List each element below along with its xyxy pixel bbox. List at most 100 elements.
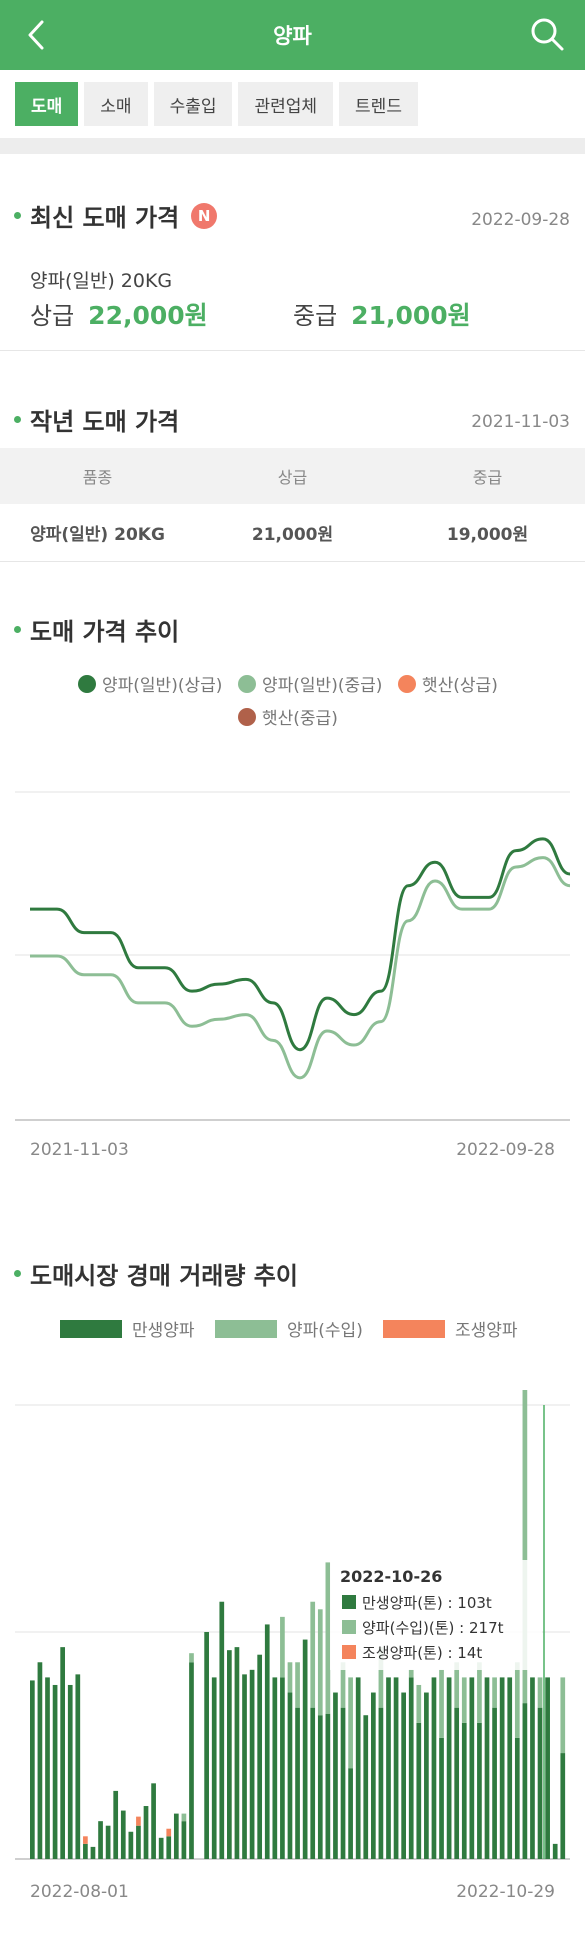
bar-segment[interactable]: [287, 1692, 293, 1859]
legend-item[interactable]: 조생양파: [383, 1316, 518, 1341]
bar-segment[interactable]: [537, 1707, 543, 1859]
bar-segment[interactable]: [257, 1654, 263, 1859]
bar-segment[interactable]: [545, 1677, 550, 1859]
bar-segment[interactable]: [378, 1707, 384, 1859]
bar-segment[interactable]: [537, 1677, 543, 1708]
legend-item[interactable]: 만생양파: [60, 1316, 195, 1341]
bar-segment[interactable]: [514, 1737, 520, 1859]
bar-segment[interactable]: [136, 1816, 141, 1826]
bar-segment[interactable]: [386, 1677, 391, 1859]
bar-segment[interactable]: [408, 1669, 414, 1678]
bar-segment[interactable]: [317, 1715, 323, 1859]
bar-segment[interactable]: [83, 1836, 88, 1844]
bar-segment[interactable]: [348, 1768, 353, 1859]
bar-segment[interactable]: [492, 1677, 497, 1708]
bar-segment[interactable]: [98, 1821, 103, 1859]
bar-segment[interactable]: [325, 1562, 331, 1714]
bar-segment[interactable]: [219, 1601, 225, 1859]
bar-segment[interactable]: [310, 1601, 316, 1708]
bar-segment[interactable]: [280, 1677, 285, 1859]
bar-segment[interactable]: [393, 1677, 399, 1859]
bar-segment[interactable]: [287, 1662, 293, 1693]
bar-segment[interactable]: [75, 1674, 81, 1859]
bar-segment[interactable]: [189, 1653, 194, 1663]
legend-item[interactable]: 양파(수입): [215, 1316, 363, 1341]
bar-segment[interactable]: [189, 1662, 194, 1859]
bar-segment[interactable]: [67, 1684, 73, 1859]
bar-segment[interactable]: [204, 1632, 209, 1859]
bar-segment[interactable]: [242, 1674, 247, 1859]
bar-segment[interactable]: [128, 1831, 134, 1859]
bar-segment[interactable]: [408, 1677, 414, 1859]
bar-segment[interactable]: [272, 1677, 278, 1859]
bar-segment[interactable]: [484, 1677, 490, 1859]
bar-segment[interactable]: [143, 1806, 149, 1859]
bar-segment[interactable]: [439, 1669, 444, 1738]
bar-segment[interactable]: [173, 1813, 179, 1859]
bar-segment[interactable]: [492, 1707, 497, 1859]
bar-segment[interactable]: [522, 1390, 528, 1704]
bar-segment[interactable]: [477, 1722, 482, 1859]
bar-segment[interactable]: [166, 1836, 172, 1859]
bar-segment[interactable]: [477, 1662, 482, 1723]
tab-trend[interactable]: 트렌드: [339, 82, 418, 126]
bar-segment[interactable]: [166, 1828, 172, 1837]
bar-segment[interactable]: [280, 1616, 285, 1678]
bar-segment[interactable]: [295, 1707, 300, 1859]
bar-segment[interactable]: [431, 1677, 437, 1859]
bar-segment[interactable]: [264, 1624, 270, 1859]
bar-segment[interactable]: [83, 1843, 88, 1859]
bar-segment[interactable]: [370, 1692, 376, 1859]
bar-segment[interactable]: [151, 1783, 156, 1859]
bar-segment[interactable]: [249, 1669, 255, 1859]
bar-segment[interactable]: [439, 1737, 444, 1859]
bar-segment[interactable]: [181, 1813, 187, 1822]
bar-segment[interactable]: [560, 1677, 566, 1754]
bar-segment[interactable]: [295, 1662, 300, 1708]
bar-segment[interactable]: [45, 1677, 50, 1859]
volume-trend-chart[interactable]: 2022-10-26 만생양파(톤) : 103t 양파(수입)(톤) : 21…: [0, 1390, 585, 1870]
tab-related-companies[interactable]: 관련업체: [238, 82, 334, 126]
bar-segment[interactable]: [181, 1821, 187, 1859]
bar-segment[interactable]: [416, 1722, 422, 1859]
bar-segment[interactable]: [333, 1692, 338, 1859]
search-icon[interactable]: [527, 14, 567, 54]
bar-segment[interactable]: [310, 1707, 316, 1859]
bar-segment[interactable]: [90, 1846, 96, 1859]
bar-segment[interactable]: [30, 1680, 35, 1859]
legend-item[interactable]: 햇산(중급): [238, 704, 338, 729]
bar-segment[interactable]: [446, 1677, 452, 1859]
bar-segment[interactable]: [348, 1677, 353, 1769]
bar-segment[interactable]: [340, 1662, 346, 1708]
bar-segment[interactable]: [378, 1647, 384, 1708]
bar-segment[interactable]: [552, 1843, 558, 1859]
bar-segment[interactable]: [454, 1707, 460, 1859]
bar-segment[interactable]: [424, 1692, 429, 1859]
bar-segment[interactable]: [416, 1684, 422, 1723]
bar-segment[interactable]: [158, 1837, 164, 1859]
bar-segment[interactable]: [211, 1677, 217, 1859]
bar-segment[interactable]: [105, 1825, 111, 1859]
bar-segment[interactable]: [113, 1790, 119, 1859]
bar-segment[interactable]: [560, 1753, 566, 1859]
bar-segment[interactable]: [401, 1692, 406, 1859]
bar-segment[interactable]: [120, 1810, 126, 1859]
bar-segment[interactable]: [227, 1650, 232, 1859]
bar-segment[interactable]: [60, 1647, 66, 1859]
bar-segment[interactable]: [37, 1662, 43, 1859]
bar-segment[interactable]: [325, 1713, 331, 1859]
bar-segment[interactable]: [302, 1639, 308, 1859]
back-arrow-icon[interactable]: [22, 18, 54, 52]
bar-segment[interactable]: [234, 1647, 240, 1859]
legend-item[interactable]: 양파(일반)(중급): [238, 671, 382, 696]
bar-segment[interactable]: [136, 1825, 141, 1859]
legend-item[interactable]: 양파(일반)(상급): [78, 671, 222, 696]
bar-segment[interactable]: [530, 1677, 535, 1859]
bar-segment[interactable]: [514, 1662, 520, 1738]
tab-wholesale[interactable]: 도매: [15, 82, 79, 126]
bar-segment[interactable]: [507, 1677, 513, 1859]
tab-retail[interactable]: 소매: [84, 82, 148, 126]
bar-segment[interactable]: [461, 1677, 467, 1723]
bar-segment[interactable]: [355, 1677, 361, 1859]
bar-segment[interactable]: [461, 1722, 467, 1859]
